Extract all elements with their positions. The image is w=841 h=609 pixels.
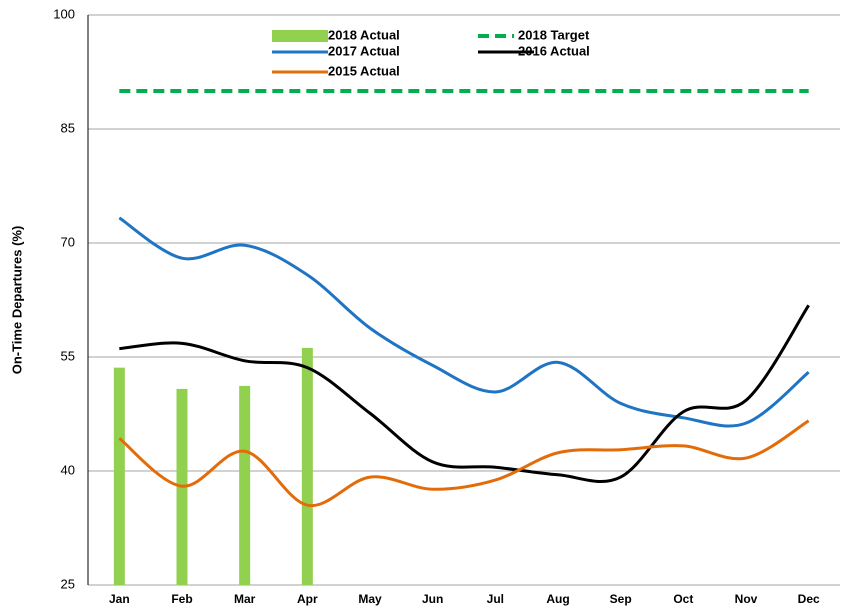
bar (301, 347, 313, 585)
x-tick-label: Jul (487, 592, 504, 606)
x-tick-label: May (358, 592, 382, 606)
line (119, 304, 810, 484)
legend-label: 2018 Actual (328, 27, 400, 42)
x-tick-label: Oct (673, 592, 693, 606)
y-tick-label: 70 (61, 234, 75, 249)
line (118, 216, 810, 428)
x-tick-label: Dec (798, 592, 820, 606)
x-tick-label: Jan (109, 592, 130, 606)
y-axis-label: On-Time Departures (%) (9, 226, 24, 375)
x-tick-label: Feb (171, 592, 192, 606)
x-tick-label: Sep (610, 592, 632, 606)
bar (239, 385, 251, 585)
x-tick-label: Mar (234, 592, 256, 606)
x-tick-label: Jun (422, 592, 443, 606)
legend-label: 2017 Actual (328, 43, 400, 58)
bar (113, 367, 125, 585)
y-tick-label: 40 (61, 462, 75, 477)
y-tick-label: 100 (53, 6, 75, 21)
line (118, 419, 810, 507)
legend-label: 2016 Actual (518, 43, 590, 58)
y-tick-label: 25 (61, 576, 75, 591)
x-tick-label: Apr (297, 592, 318, 606)
x-tick-label: Aug (546, 592, 569, 606)
legend-label: 2018 Target (518, 27, 590, 42)
y-tick-label: 85 (61, 120, 75, 135)
legend-swatch (272, 30, 328, 42)
legend-label: 2015 Actual (328, 63, 400, 78)
y-tick-label: 55 (61, 348, 75, 363)
x-tick-label: Nov (735, 592, 758, 606)
